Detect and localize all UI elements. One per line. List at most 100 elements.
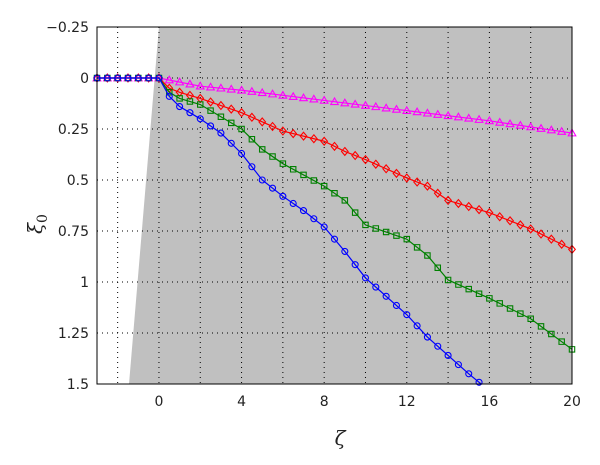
data-point — [350, 99, 360, 108]
data-point — [465, 370, 473, 378]
data-point — [505, 118, 515, 128]
data-point — [176, 103, 184, 111]
data-point — [320, 182, 328, 190]
data-point — [546, 125, 557, 134]
data-point — [484, 115, 495, 125]
series-diamond — [92, 73, 577, 255]
data-point — [300, 171, 307, 179]
y-tick-layer: −0.25 0 0.25 0.5 0.75 1 1.25 1.5 — [46, 20, 89, 393]
data-point — [248, 163, 256, 171]
data-point — [402, 173, 411, 183]
y-tick-label: 0.75 — [58, 224, 89, 240]
data-point — [495, 211, 504, 222]
data-point — [206, 97, 215, 107]
data-point — [145, 74, 153, 82]
data-point — [496, 300, 503, 307]
data-point — [309, 133, 318, 144]
data-point — [226, 84, 236, 93]
data-point — [164, 75, 175, 84]
data-point — [205, 82, 216, 91]
data-point — [196, 115, 204, 123]
data-point — [537, 229, 546, 239]
data-point — [475, 290, 483, 297]
data-point — [278, 90, 288, 99]
data-point — [289, 199, 297, 208]
x-tick-layer: 0 4 8 12 16 20 — [154, 394, 580, 410]
data-point — [289, 166, 297, 173]
series-layer — [92, 73, 577, 386]
data-point — [320, 223, 328, 231]
data-point — [444, 195, 453, 206]
data-point — [258, 117, 267, 127]
series-line — [97, 77, 482, 385]
data-point — [556, 126, 567, 135]
data-point — [517, 310, 524, 317]
data-point — [548, 330, 555, 338]
data-point — [536, 123, 546, 132]
x-tick-label: 12 — [398, 394, 416, 410]
data-point — [236, 85, 247, 94]
data-point — [464, 201, 473, 212]
data-point — [413, 244, 421, 251]
data-point — [238, 125, 245, 133]
y-axis-label-subscript: 0 — [35, 214, 51, 223]
data-point — [424, 252, 431, 259]
data-point — [443, 110, 453, 120]
data-point — [362, 221, 369, 229]
data-point — [247, 86, 257, 95]
data-point — [227, 104, 236, 114]
data-point — [268, 184, 277, 192]
series-circle — [93, 74, 483, 386]
data-point — [176, 95, 183, 102]
data-point — [310, 177, 318, 184]
data-point — [134, 74, 142, 82]
data-point — [257, 87, 267, 97]
data-point — [403, 235, 411, 243]
data-point — [227, 139, 235, 147]
data-point — [155, 74, 163, 82]
data-point — [475, 378, 483, 386]
data-point — [434, 342, 442, 350]
data-point — [413, 322, 421, 330]
data-point — [288, 91, 298, 100]
y-tick-label: 0.25 — [58, 122, 89, 138]
data-point — [340, 98, 350, 107]
x-tick-label: 4 — [237, 394, 246, 410]
data-point — [402, 105, 412, 114]
y-tick-label: −0.25 — [46, 20, 89, 36]
data-point — [289, 128, 298, 139]
data-point — [412, 107, 422, 116]
data-point — [382, 228, 390, 236]
x-axis-label: ζ — [335, 426, 347, 450]
data-point — [381, 103, 391, 112]
data-point — [216, 100, 225, 111]
data-point — [413, 177, 422, 187]
data-point — [506, 216, 515, 226]
data-point — [258, 176, 266, 184]
y-tick-label: 1.5 — [67, 377, 89, 393]
data-point — [351, 261, 359, 269]
data-point — [114, 74, 122, 82]
data-point — [351, 150, 360, 161]
data-point — [278, 126, 287, 136]
data-point — [217, 129, 225, 137]
data-point — [340, 146, 349, 157]
data-point — [515, 120, 526, 129]
data-point — [392, 168, 401, 179]
data-point — [526, 224, 535, 234]
data-point — [351, 209, 359, 216]
data-point — [455, 281, 462, 288]
data-point — [433, 188, 442, 199]
data-point — [331, 190, 338, 197]
data-point — [547, 234, 556, 244]
data-point — [238, 149, 246, 158]
data-point — [279, 192, 287, 200]
data-point — [330, 235, 339, 243]
data-point — [341, 247, 349, 255]
data-point — [463, 113, 474, 122]
data-point — [165, 92, 173, 100]
data-point — [423, 333, 431, 341]
data-point — [465, 285, 472, 293]
data-point — [422, 108, 433, 117]
data-point — [341, 197, 349, 204]
